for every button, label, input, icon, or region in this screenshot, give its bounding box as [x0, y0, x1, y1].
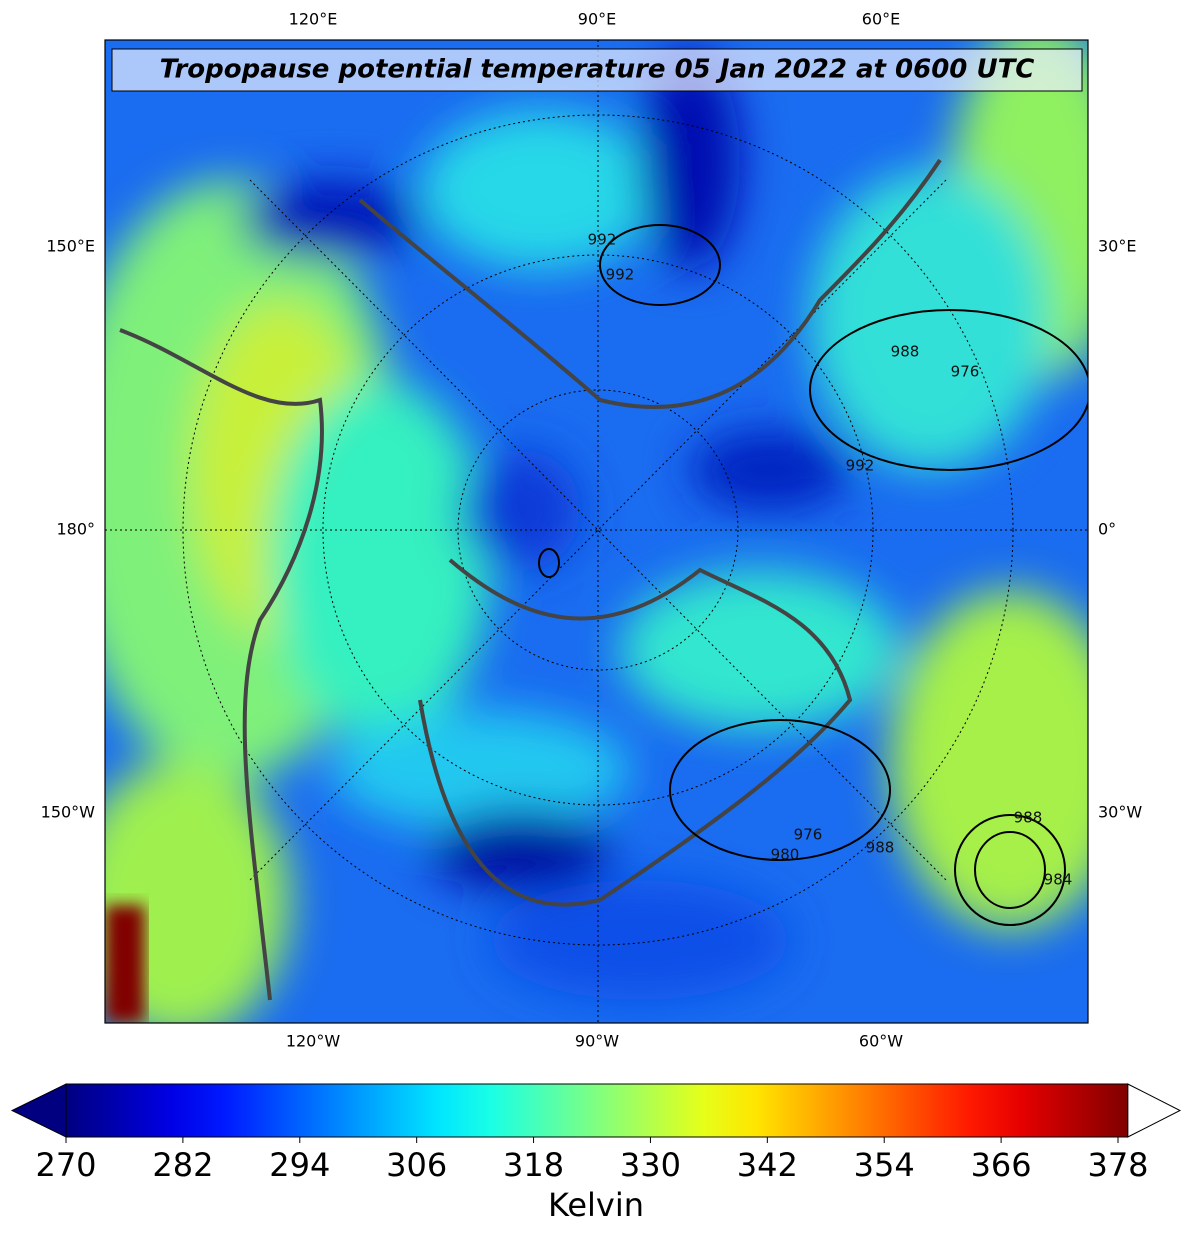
- lon-label: 30°W: [1098, 803, 1142, 822]
- lon-label: 90°E: [578, 10, 616, 29]
- colorbar-tick-label: 306: [386, 1146, 447, 1184]
- contour-label: 992: [606, 266, 635, 284]
- colorbar-tick-label: 366: [971, 1146, 1032, 1184]
- map-frame: [104, 39, 1089, 1024]
- lon-label: 0°: [1098, 520, 1116, 539]
- colorbar-tick-label: 270: [35, 1146, 96, 1184]
- lon-label: 30°E: [1098, 237, 1136, 256]
- map-field: [105, 40, 1088, 1023]
- lon-label: 60°E: [862, 10, 900, 29]
- title: Tropopause potential temperature 05 Jan …: [160, 55, 1035, 85]
- colorbar-tick-label: 378: [1087, 1146, 1148, 1184]
- colorbar-tick-label: 294: [269, 1146, 330, 1184]
- colorbar-frame: [65, 1083, 1129, 1138]
- lon-label: 120°W: [286, 1032, 341, 1051]
- contour-label: 988: [866, 839, 895, 857]
- colorbar-tick-label: 318: [503, 1146, 564, 1184]
- lon-label: 150°E: [46, 237, 95, 256]
- lon-label: 90°W: [575, 1032, 619, 1051]
- colorbar-tick-label: 330: [620, 1146, 681, 1184]
- colorbar-tick-label: 354: [854, 1146, 915, 1184]
- lon-label: 120°E: [289, 10, 338, 29]
- colorbar-tick-label: 282: [152, 1146, 213, 1184]
- contour-label: 988: [891, 343, 920, 361]
- title-box: [111, 48, 1083, 92]
- contour-label: 980: [771, 846, 800, 864]
- lon-label: 180°: [56, 520, 95, 539]
- contour-label: 992: [846, 457, 875, 475]
- contour-label: 976: [951, 363, 980, 381]
- contour-label: 984: [1044, 871, 1073, 889]
- colorbar-tick-label: 342: [737, 1146, 798, 1184]
- lon-label: 60°W: [859, 1032, 903, 1051]
- colorbar-label: Kelvin: [548, 1186, 644, 1224]
- contour-label: 992: [588, 231, 617, 249]
- colorbar-extend-high: [1127, 1083, 1182, 1138]
- contour-label: 976: [794, 826, 823, 844]
- lon-label: 150°W: [41, 803, 96, 822]
- colorbar-extend-low: [10, 1083, 67, 1138]
- colorbar: [66, 1084, 1128, 1137]
- contour-label: 988: [1014, 809, 1043, 827]
